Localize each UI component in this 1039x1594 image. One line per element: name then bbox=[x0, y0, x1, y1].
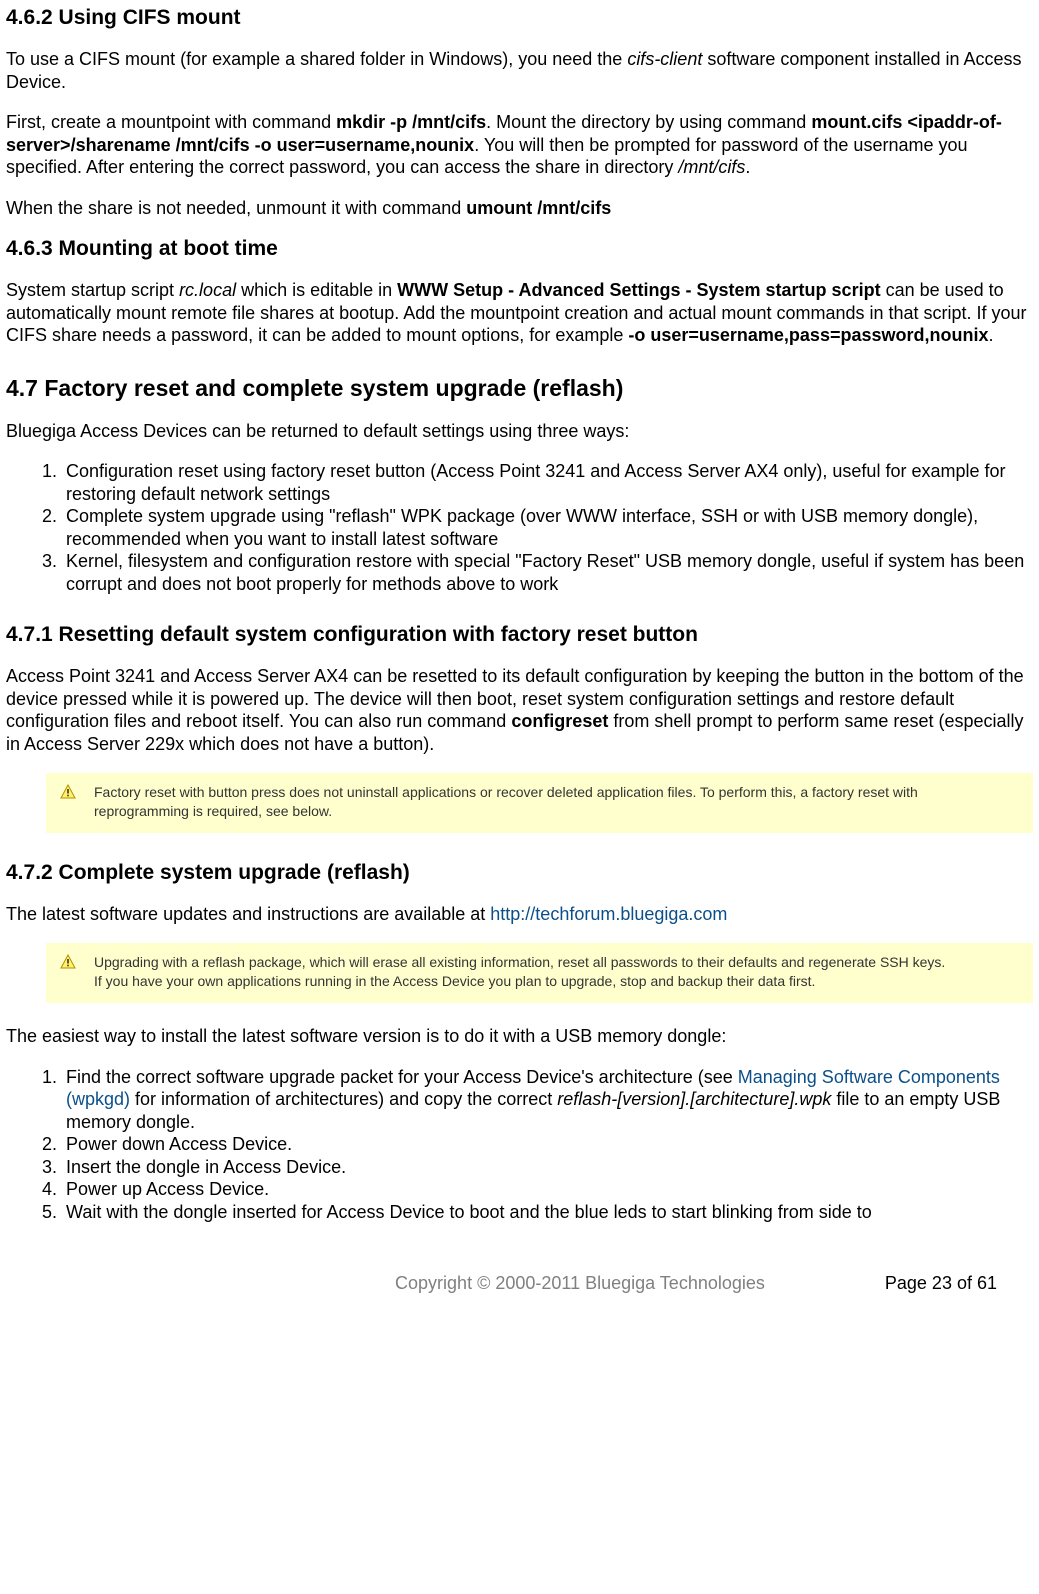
note-body: Upgrading with a reflash package, which … bbox=[94, 953, 997, 991]
bold-text: -o user=username,pass=password,nounix bbox=[628, 325, 988, 345]
italic-text: /mnt/cifs bbox=[678, 157, 745, 177]
text: First, create a mountpoint with command bbox=[6, 112, 336, 132]
paragraph: First, create a mountpoint with command … bbox=[6, 111, 1033, 179]
page-number: Page 23 of 61 bbox=[885, 1273, 997, 1294]
list-item: Power down Access Device. bbox=[62, 1133, 1033, 1156]
ordered-list: Find the correct software upgrade packet… bbox=[6, 1066, 1033, 1224]
warning-icon bbox=[60, 954, 76, 970]
text: . bbox=[988, 325, 993, 345]
heading-4-7-2: 4.7.2 Complete system upgrade (reflash) bbox=[6, 861, 1033, 885]
paragraph: When the share is not needed, unmount it… bbox=[6, 197, 1033, 220]
warning-icon bbox=[60, 784, 76, 800]
text: . Mount the directory by using command bbox=[486, 112, 811, 132]
text: The latest software updates and instruct… bbox=[6, 904, 490, 924]
list-item: Power up Access Device. bbox=[62, 1178, 1033, 1201]
list-item: Find the correct software upgrade packet… bbox=[62, 1066, 1033, 1134]
heading-4-7-1: 4.7.1 Resetting default system configura… bbox=[6, 623, 1033, 647]
list-item: Kernel, filesystem and configuration res… bbox=[62, 550, 1033, 595]
warning-note: Factory reset with button press does not… bbox=[46, 773, 1033, 833]
text: which is editable in bbox=[236, 280, 397, 300]
heading-4-6-3: 4.6.3 Mounting at boot time bbox=[6, 237, 1033, 261]
paragraph: The latest software updates and instruct… bbox=[6, 903, 1033, 926]
page-footer: Copyright © 2000-2011 Bluegiga Technolog… bbox=[6, 1273, 1033, 1294]
italic-text: reflash-[version].[architecture].wpk bbox=[557, 1089, 831, 1109]
text: . bbox=[745, 157, 750, 177]
text: To use a CIFS mount (for example a share… bbox=[6, 49, 627, 69]
bold-text: mkdir -p /mnt/cifs bbox=[336, 112, 486, 132]
techforum-link[interactable]: http://techforum.bluegiga.com bbox=[490, 904, 727, 924]
italic-text: rc.local bbox=[179, 280, 236, 300]
paragraph: The easiest way to install the latest so… bbox=[6, 1025, 1033, 1048]
paragraph: System startup script rc.local which is … bbox=[6, 279, 1033, 347]
warning-note: Upgrading with a reflash package, which … bbox=[46, 943, 1033, 1003]
list-item: Wait with the dongle inserted for Access… bbox=[62, 1201, 1033, 1224]
text: for information of architectures) and co… bbox=[130, 1089, 557, 1109]
ordered-list: Configuration reset using factory reset … bbox=[6, 460, 1033, 595]
text: System startup script bbox=[6, 280, 179, 300]
heading-4-6-2: 4.6.2 Using CIFS mount bbox=[6, 6, 1033, 30]
list-item: Insert the dongle in Access Device. bbox=[62, 1156, 1033, 1179]
bold-text: WWW Setup - Advanced Settings - System s… bbox=[397, 280, 880, 300]
italic-text: cifs-client bbox=[627, 49, 702, 69]
note-body: Factory reset with button press does not… bbox=[94, 783, 997, 821]
paragraph: Bluegiga Access Devices can be returned … bbox=[6, 420, 1033, 443]
list-item: Complete system upgrade using "reflash" … bbox=[62, 505, 1033, 550]
text: If you have your own applications runnin… bbox=[94, 973, 815, 989]
list-item: Configuration reset using factory reset … bbox=[62, 460, 1033, 505]
text: When the share is not needed, unmount it… bbox=[6, 198, 466, 218]
bold-text: configreset bbox=[511, 711, 608, 731]
paragraph: Access Point 3241 and Access Server AX4 … bbox=[6, 665, 1033, 755]
copyright-text: Copyright © 2000-2011 Bluegiga Technolog… bbox=[395, 1273, 765, 1294]
text: Find the correct software upgrade packet… bbox=[66, 1067, 738, 1087]
paragraph: To use a CIFS mount (for example a share… bbox=[6, 48, 1033, 93]
document-page: 4.6.2 Using CIFS mount To use a CIFS mou… bbox=[0, 0, 1039, 1324]
bold-text: umount /mnt/cifs bbox=[466, 198, 611, 218]
text: Upgrading with a reflash package, which … bbox=[94, 954, 945, 970]
heading-4-7: 4.7 Factory reset and complete system up… bbox=[6, 375, 1033, 402]
